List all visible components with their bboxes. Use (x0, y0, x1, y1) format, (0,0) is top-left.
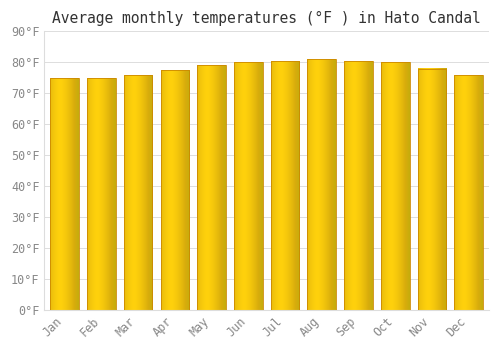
Title: Average monthly temperatures (°F ) in Hato Candal: Average monthly temperatures (°F ) in Ha… (52, 11, 481, 26)
Bar (308, 59, 336, 310)
Bar (50, 78, 79, 310)
Bar (87, 78, 116, 310)
Bar (198, 65, 226, 310)
Bar (344, 61, 373, 310)
Bar (160, 70, 189, 310)
Bar (454, 75, 483, 310)
Bar (418, 69, 446, 310)
Bar (234, 62, 262, 310)
Bar (124, 75, 152, 310)
Bar (270, 61, 300, 310)
Bar (381, 62, 410, 310)
